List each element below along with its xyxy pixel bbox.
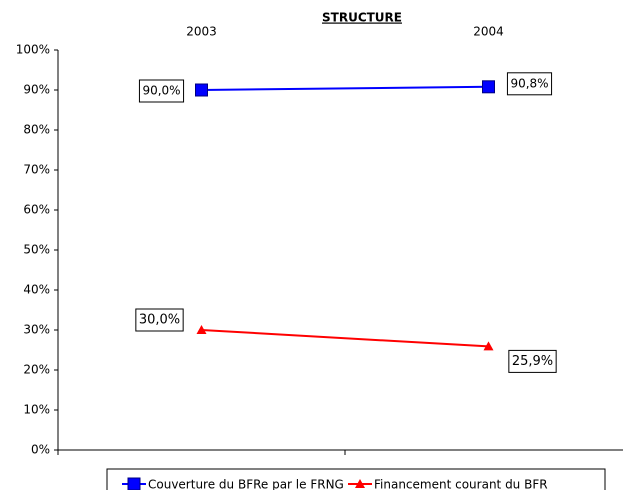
y-tick-label: 0% (31, 443, 50, 457)
y-tick-label: 70% (23, 163, 50, 177)
y-tick-label: 40% (23, 283, 50, 297)
y-tick-label: 90% (23, 83, 50, 97)
data-label: 90,8% (510, 76, 548, 90)
legend-marker (355, 479, 365, 488)
data-label-box (135, 308, 184, 332)
legend-marker (127, 477, 141, 490)
y-tick-label: 80% (23, 123, 50, 137)
legend-label: Couverture du BFRe par le FRNG (148, 478, 344, 490)
data-label-box (506, 72, 553, 96)
data-label-box (508, 349, 557, 373)
y-tick-label: 30% (23, 323, 50, 337)
chart-title: STRUCTURE (322, 11, 402, 25)
point (196, 325, 207, 334)
data-label: 30,0% (139, 313, 180, 328)
data-label: 90,0% (142, 84, 180, 98)
x-tick-label: 2004 (473, 25, 504, 39)
point (195, 83, 208, 97)
y-tick-label: 50% (23, 243, 50, 257)
y-tick-label: 60% (23, 203, 50, 217)
y-tick-label: 20% (23, 363, 50, 377)
series-line (201, 85, 489, 91)
point (483, 341, 494, 351)
legend-label: Financement courant du BFR (374, 478, 548, 490)
data-label-box (138, 79, 185, 103)
series-line (201, 329, 489, 348)
point (482, 80, 495, 94)
data-label: 25,9% (512, 354, 553, 369)
y-tick-label: 100% (16, 43, 50, 57)
x-tick-label: 2003 (186, 25, 217, 39)
y-tick-label: 10% (23, 403, 50, 417)
legend-box (106, 468, 606, 490)
